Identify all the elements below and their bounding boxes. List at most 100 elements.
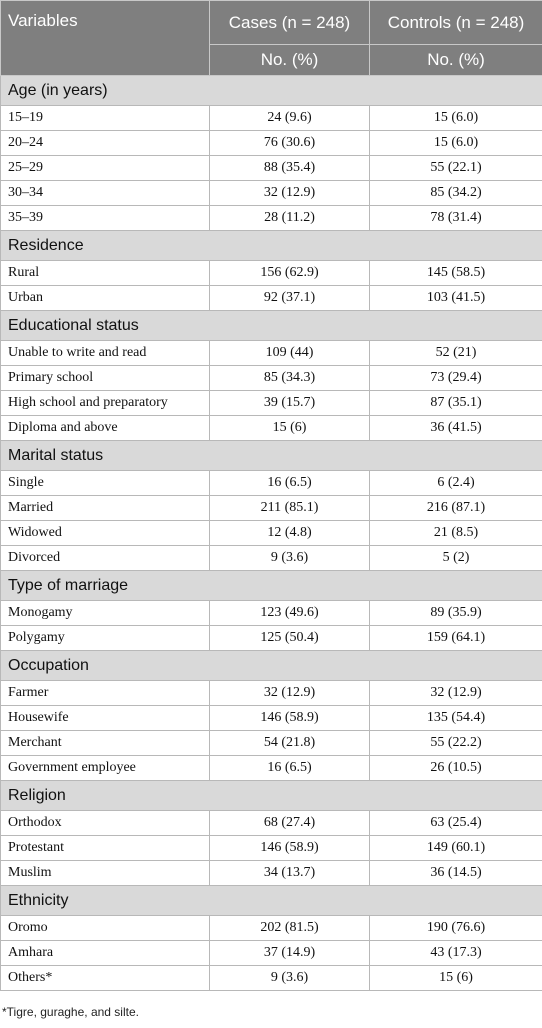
section-row: Educational status [0, 310, 542, 341]
value-cell: 32 (12.9) [209, 680, 370, 706]
value-cell: 202 (81.5) [209, 915, 370, 941]
row-label: Government employee [0, 755, 210, 781]
subheader-cell: No. (%) [369, 44, 542, 76]
subheader-cell: No. (%) [209, 44, 370, 76]
row-label: Orthodox [0, 810, 210, 836]
row-label: Housewife [0, 705, 210, 731]
value-cell: 190 (76.6) [369, 915, 542, 941]
row-label: Married [0, 495, 210, 521]
data-row: Farmer 32 (12.9) 32 (12.9) [0, 680, 542, 706]
row-label: Unable to write and read [0, 340, 210, 366]
section-row: Age (in years) [0, 75, 542, 106]
value-cell: 135 (54.4) [369, 705, 542, 731]
value-cell: 89 (35.9) [369, 600, 542, 626]
section-title: Type of marriage [0, 570, 542, 601]
row-label: 25–29 [0, 155, 210, 181]
value-cell: 37 (14.9) [209, 940, 370, 966]
value-cell: 6 (2.4) [369, 470, 542, 496]
value-cell: 146 (58.9) [209, 835, 370, 861]
row-label: Others* [0, 965, 210, 991]
table: Variables Cases (n = 248) Controls (n = … [0, 0, 542, 991]
value-cell: 52 (21) [369, 340, 542, 366]
data-row: Unable to write and read 109 (44) 52 (21) [0, 340, 542, 366]
table-body: Age (in years) 15–19 24 (9.6) 15 (6.0) 20–24… [0, 75, 542, 991]
value-cell: 216 (87.1) [369, 495, 542, 521]
value-cell: 39 (15.7) [209, 390, 370, 416]
data-row: Orthodox 68 (27.4) 63 (25.4) [0, 810, 542, 836]
row-label: Rural [0, 260, 210, 286]
value-cell: 54 (21.8) [209, 730, 370, 756]
value-cell: 12 (4.8) [209, 520, 370, 546]
section-row: Ethnicity [0, 885, 542, 916]
row-label: Monogamy [0, 600, 210, 626]
value-cell: 26 (10.5) [369, 755, 542, 781]
row-label: Muslim [0, 860, 210, 886]
section-row: Marital status [0, 440, 542, 471]
value-cell: 87 (35.1) [369, 390, 542, 416]
value-cell: 16 (6.5) [209, 470, 370, 496]
value-cell: 85 (34.2) [369, 180, 542, 206]
value-cell: 63 (25.4) [369, 810, 542, 836]
value-cell: 5 (2) [369, 545, 542, 571]
data-row: Muslim 34 (13.7) 36 (14.5) [0, 860, 542, 886]
row-label: Polygamy [0, 625, 210, 651]
data-row: Monogamy 123 (49.6) 89 (35.9) [0, 600, 542, 626]
value-cell: 146 (58.9) [209, 705, 370, 731]
row-label: Single [0, 470, 210, 496]
row-label: Oromo [0, 915, 210, 941]
value-cell: 85 (34.3) [209, 365, 370, 391]
data-row: Divorced 9 (3.6) 5 (2) [0, 545, 542, 571]
value-cell: 73 (29.4) [369, 365, 542, 391]
value-cell: 24 (9.6) [209, 105, 370, 131]
data-row: 35–39 28 (11.2) 78 (31.4) [0, 205, 542, 231]
row-label: Farmer [0, 680, 210, 706]
row-label: Protestant [0, 835, 210, 861]
value-cell: 36 (14.5) [369, 860, 542, 886]
row-label: Amhara [0, 940, 210, 966]
value-cell: 28 (11.2) [209, 205, 370, 231]
row-label: Divorced [0, 545, 210, 571]
data-row: Diploma and above 15 (6) 36 (41.5) [0, 415, 542, 441]
value-cell: 55 (22.1) [369, 155, 542, 181]
data-row: 20–24 76 (30.6) 15 (6.0) [0, 130, 542, 156]
value-cell: 15 (6) [209, 415, 370, 441]
section-title: Educational status [0, 310, 542, 341]
value-cell: 16 (6.5) [209, 755, 370, 781]
data-row: 25–29 88 (35.4) 55 (22.1) [0, 155, 542, 181]
value-cell: 149 (60.1) [369, 835, 542, 861]
row-label: Urban [0, 285, 210, 311]
data-row: Rural 156 (62.9) 145 (58.5) [0, 260, 542, 286]
value-cell: 211 (85.1) [209, 495, 370, 521]
value-cell: 55 (22.2) [369, 730, 542, 756]
data-row: Others* 9 (3.6) 15 (6) [0, 965, 542, 991]
row-label: 15–19 [0, 105, 210, 131]
section-title: Religion [0, 780, 542, 811]
data-row: Married 211 (85.1) 216 (87.1) [0, 495, 542, 521]
header-cell: Variables [0, 0, 210, 76]
header-cell: Controls (n = 248) [369, 0, 542, 45]
row-label: Merchant [0, 730, 210, 756]
value-cell: 21 (8.5) [369, 520, 542, 546]
value-cell: 34 (13.7) [209, 860, 370, 886]
value-cell: 15 (6.0) [369, 105, 542, 131]
data-row: Housewife 146 (58.9) 135 (54.4) [0, 705, 542, 731]
value-cell: 32 (12.9) [209, 180, 370, 206]
header-cell: Cases (n = 248) [209, 0, 370, 45]
data-row: Government employee 16 (6.5) 26 (10.5) [0, 755, 542, 781]
value-cell: 43 (17.3) [369, 940, 542, 966]
value-cell: 76 (30.6) [209, 130, 370, 156]
section-row: Type of marriage [0, 570, 542, 601]
value-cell: 32 (12.9) [369, 680, 542, 706]
section-row: Occupation [0, 650, 542, 681]
value-cell: 109 (44) [209, 340, 370, 366]
data-row: Primary school 85 (34.3) 73 (29.4) [0, 365, 542, 391]
data-row: 15–19 24 (9.6) 15 (6.0) [0, 105, 542, 131]
value-cell: 92 (37.1) [209, 285, 370, 311]
section-title: Marital status [0, 440, 542, 471]
value-cell: 88 (35.4) [209, 155, 370, 181]
value-cell: 15 (6) [369, 965, 542, 991]
section-row: Religion [0, 780, 542, 811]
data-row: Oromo 202 (81.5) 190 (76.6) [0, 915, 542, 941]
section-title: Residence [0, 230, 542, 261]
